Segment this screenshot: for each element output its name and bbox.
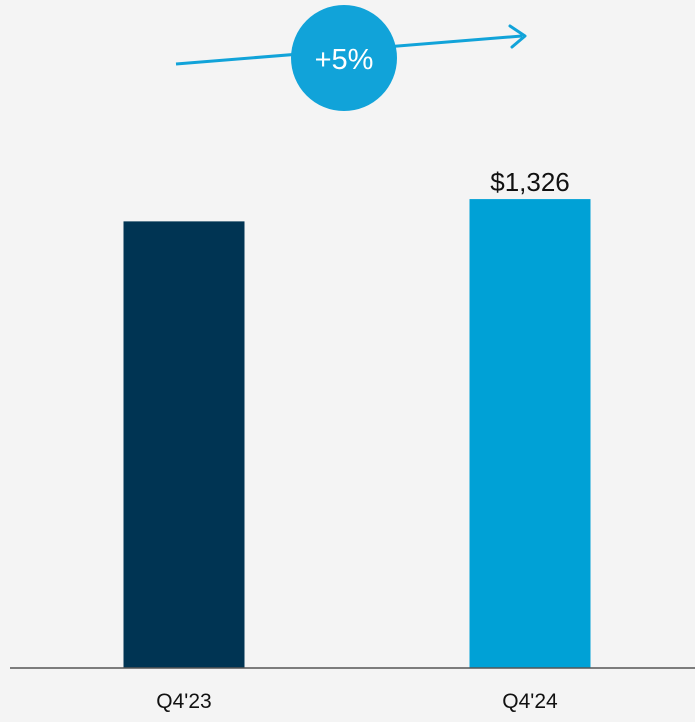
category-label-2: Q4'24 [502,690,558,713]
growth-badge-label: +5% [315,44,374,76]
bar-2 [469,199,591,669]
growth-arrow-head [508,24,527,49]
category-labels-group: Q4'23 Q4'24 [156,690,558,713]
bars-group [123,199,591,669]
bar-1 [123,221,245,669]
data-labels-group: $1,326 [490,167,570,197]
category-label-1: Q4'23 [156,690,211,713]
growth-badge [291,5,397,111]
data-label-2: $1,326 [490,167,570,197]
growth-annotation: +5% [175,5,527,111]
